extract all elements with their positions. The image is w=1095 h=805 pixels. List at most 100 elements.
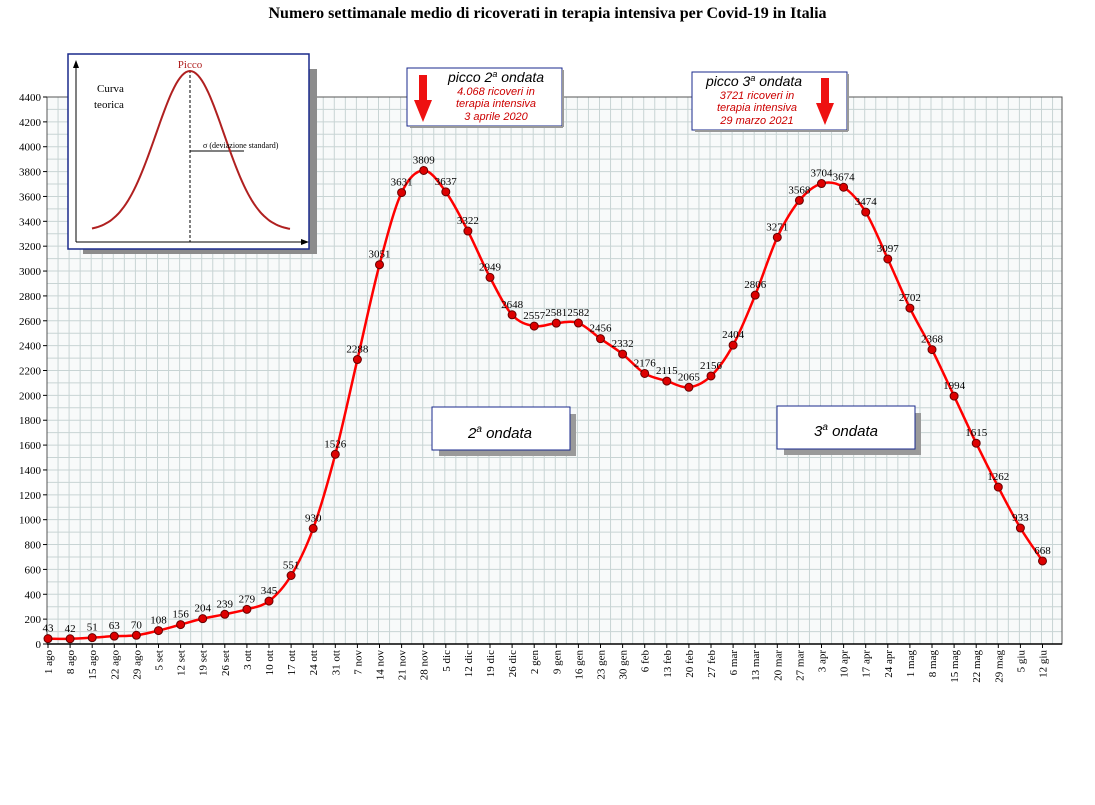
y-tick-label: 1000	[19, 515, 42, 527]
inset-gaussian-curve	[91, 69, 291, 230]
data-label: 2949	[479, 261, 502, 273]
data-label: 2368	[921, 334, 944, 346]
x-tick-label: 2 gen	[529, 650, 541, 675]
x-tick-label: 20 feb	[684, 650, 696, 678]
data-label: 2581	[545, 307, 567, 319]
data-label: 3674	[833, 171, 856, 183]
peak2-arrow-icon	[414, 100, 432, 122]
x-tick-label: 8 ago	[65, 650, 77, 675]
data-label: 1615	[965, 427, 988, 439]
wave2-box	[431, 406, 571, 451]
peak3-note-3: 29 marzo 2021	[719, 115, 793, 127]
data-point	[794, 195, 804, 205]
x-tick-label: 15 mag	[949, 650, 961, 683]
y-tick-label: 2000	[19, 390, 42, 402]
data-label: 3051	[369, 249, 391, 261]
data-point	[330, 449, 340, 459]
data-point	[662, 376, 672, 386]
data-point	[728, 340, 738, 350]
y-tick-label: 200	[25, 614, 42, 626]
y-tick-label: 4400	[19, 92, 42, 104]
y-tick-label: 2600	[19, 316, 42, 328]
data-point	[176, 620, 186, 630]
y-tick-label: 2200	[19, 366, 42, 378]
peak2-title: picco 2a ondata	[447, 69, 544, 85]
data-label: 3322	[457, 215, 479, 227]
data-label: 42	[65, 623, 76, 635]
data-point	[706, 371, 716, 381]
data-label: 156	[172, 609, 189, 621]
data-point	[507, 310, 517, 320]
wave3-label: 3a ondata	[776, 405, 921, 455]
inset-sigma-label: σ (deviazione standard)	[203, 141, 279, 150]
data-label: 3474	[855, 196, 878, 208]
data-point	[993, 482, 1003, 492]
data-point	[596, 334, 605, 344]
peak2-note-2: terapia intensiva	[456, 98, 536, 110]
x-tick-label: 29 ago	[131, 650, 143, 680]
peak3-note-2: terapia intensiva	[717, 102, 797, 114]
data-label: 551	[283, 560, 300, 572]
data-point	[529, 321, 539, 331]
x-tick-label: 27 mar	[794, 650, 806, 681]
data-point	[949, 391, 959, 401]
data-label: 2115	[656, 365, 678, 377]
y-tick-label: 3400	[19, 216, 42, 228]
data-point	[551, 318, 561, 328]
y-tick-label: 1400	[19, 465, 42, 477]
y-tick-label: 3200	[19, 241, 42, 253]
data-label: 3271	[766, 221, 788, 233]
data-label: 51	[87, 622, 98, 634]
x-tick-label: 6 feb	[640, 650, 652, 673]
data-point	[375, 260, 384, 270]
data-label: 1994	[943, 380, 966, 392]
x-tick-label: 5 set	[154, 650, 166, 670]
data-label: 933	[1012, 512, 1029, 524]
inset-x-arrow	[301, 239, 309, 245]
x-tick-label: 19 dic	[485, 650, 497, 677]
x-tick-label: 12 giu	[1038, 650, 1050, 678]
y-tick-label: 400	[25, 589, 42, 601]
data-point	[264, 596, 274, 606]
peak2-arrow-shaft	[419, 75, 427, 100]
y-tick-label: 3800	[19, 167, 42, 179]
data-label: 2557	[523, 310, 546, 322]
x-tick-label: 24 ott	[308, 650, 320, 675]
data-point	[883, 254, 893, 264]
data-point	[154, 626, 163, 636]
data-label: 70	[131, 619, 143, 631]
x-tick-label: 27 feb	[706, 650, 718, 678]
inset-curve-label-1: Curva	[97, 83, 124, 95]
data-label: 668	[1034, 545, 1051, 557]
x-tick-label: 1 mag	[905, 650, 917, 678]
wave2-label: 2a ondata	[431, 406, 576, 456]
x-tick-label: 26 set	[220, 650, 232, 676]
x-tick-label: 5 giu	[1015, 650, 1027, 673]
x-tick-label: 3 ott	[242, 650, 254, 670]
x-tick-label: 5 dic	[441, 650, 453, 672]
x-tick-label: 6 mar	[728, 650, 740, 676]
data-label: 43	[43, 623, 55, 635]
data-label: 1526	[324, 438, 347, 450]
y-tick-label: 3000	[19, 266, 42, 278]
data-label: 3809	[413, 154, 436, 166]
data-point	[352, 355, 362, 365]
data-point	[905, 303, 915, 313]
y-tick-label: 3600	[19, 191, 42, 203]
x-tick-label: 9 gen	[551, 650, 563, 675]
x-tick-label: 28 nov	[419, 650, 431, 681]
x-tick-label: 20 mar	[772, 650, 784, 681]
data-point	[43, 634, 53, 644]
peak2-annotation: picco 2a ondata 4.068 ricoveri in terapi…	[406, 67, 564, 128]
x-tick-label: 8 mag	[927, 650, 939, 678]
data-label: 345	[261, 585, 278, 597]
inset-y-arrow	[73, 60, 79, 68]
data-point	[861, 207, 871, 217]
peak3-title: picco 3a ondata	[705, 73, 802, 89]
data-markers	[43, 165, 1047, 644]
data-point	[419, 165, 429, 175]
x-tick-label: 12 dic	[463, 650, 475, 677]
wave3-text: 3a ondata	[814, 422, 878, 440]
x-axis: 1 ago 8 ago 15 ago 22 ago 29 ago 5 set 12 set 1…	[43, 643, 1062, 683]
